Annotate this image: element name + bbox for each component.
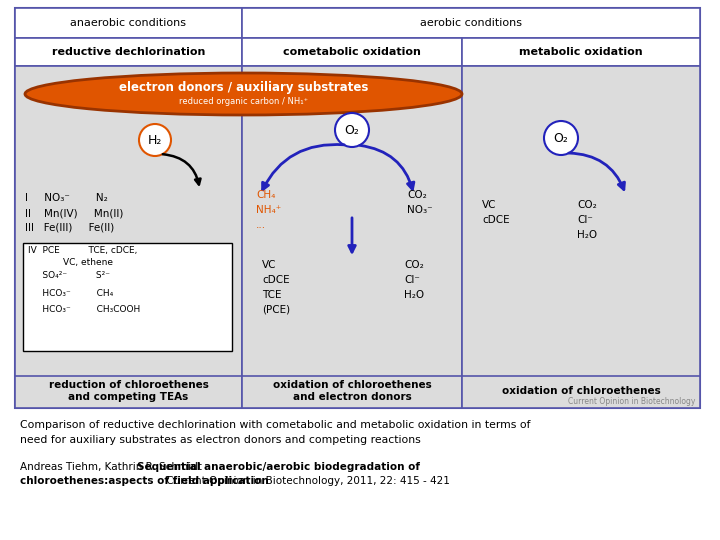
Text: Current Opinion in Biotechnology: Current Opinion in Biotechnology bbox=[567, 397, 695, 407]
Text: aerobic conditions: aerobic conditions bbox=[420, 18, 522, 28]
Text: O₂: O₂ bbox=[554, 132, 568, 145]
Bar bbox=[242, 66, 462, 408]
Text: CH₄: CH₄ bbox=[256, 190, 275, 200]
Bar bbox=[462, 376, 700, 408]
Text: VC: VC bbox=[262, 260, 276, 270]
Bar bbox=[462, 38, 700, 66]
Text: reduction of chloroethenes: reduction of chloroethenes bbox=[48, 380, 208, 390]
Text: Sequential anaerobic/aerobic biodegradation of: Sequential anaerobic/aerobic biodegradat… bbox=[137, 462, 420, 472]
Text: anaerobic conditions: anaerobic conditions bbox=[71, 18, 186, 28]
Text: I     NO₃⁻        N₂: I NO₃⁻ N₂ bbox=[25, 193, 108, 203]
Text: Andreas Tiehm, Kathrin R. Schmidt: Andreas Tiehm, Kathrin R. Schmidt bbox=[20, 462, 205, 472]
Bar bbox=[15, 38, 242, 66]
Text: Current Opinion in Biotechnology, 2011, 22: 415 - 421: Current Opinion in Biotechnology, 2011, … bbox=[163, 476, 450, 486]
Circle shape bbox=[335, 113, 369, 147]
Bar bbox=[242, 38, 462, 66]
Text: CO₂: CO₂ bbox=[404, 260, 424, 270]
Text: H₂O: H₂O bbox=[404, 290, 424, 300]
FancyArrowPatch shape bbox=[360, 145, 414, 190]
Text: TCE: TCE bbox=[262, 290, 282, 300]
Bar bbox=[15, 8, 242, 38]
Ellipse shape bbox=[25, 73, 462, 115]
FancyArrowPatch shape bbox=[348, 218, 356, 252]
Text: oxidation of chloroethenes: oxidation of chloroethenes bbox=[502, 386, 660, 396]
Circle shape bbox=[139, 124, 171, 156]
Text: Cl⁻: Cl⁻ bbox=[404, 275, 420, 285]
Text: NH₄⁺: NH₄⁺ bbox=[256, 205, 282, 215]
FancyArrowPatch shape bbox=[163, 154, 200, 185]
Text: cDCE: cDCE bbox=[262, 275, 289, 285]
Text: VC: VC bbox=[482, 200, 497, 210]
Text: cDCE: cDCE bbox=[482, 215, 510, 225]
Bar bbox=[242, 376, 462, 408]
Text: IV  PCE          TCE, cDCE,: IV PCE TCE, cDCE, bbox=[28, 246, 138, 255]
Bar bbox=[242, 8, 700, 38]
Text: NO₃⁻: NO₃⁻ bbox=[407, 205, 433, 215]
Text: CO₂: CO₂ bbox=[577, 200, 597, 210]
Text: H₂O: H₂O bbox=[577, 230, 597, 240]
Text: II    Mn(IV)     Mn(II): II Mn(IV) Mn(II) bbox=[25, 208, 123, 218]
Text: need for auxiliary substrates as electron donors and competing reactions: need for auxiliary substrates as electro… bbox=[20, 435, 420, 445]
Text: and competing TEAs: and competing TEAs bbox=[68, 392, 189, 402]
Text: VC, ethene: VC, ethene bbox=[63, 258, 113, 267]
Text: reductive dechlorination: reductive dechlorination bbox=[52, 47, 205, 57]
Text: Comparison of reductive dechlorination with cometabolic and metabolic oxidation : Comparison of reductive dechlorination w… bbox=[20, 420, 531, 430]
Text: O₂: O₂ bbox=[345, 124, 359, 137]
Text: SO₄²⁻          S²⁻: SO₄²⁻ S²⁻ bbox=[28, 272, 110, 280]
Bar bbox=[23, 243, 232, 351]
Text: cometabolic oxidation: cometabolic oxidation bbox=[283, 47, 421, 57]
Text: reduced organic carbon / NH₁⁺: reduced organic carbon / NH₁⁺ bbox=[179, 98, 308, 106]
FancyArrowPatch shape bbox=[263, 145, 344, 190]
Bar bbox=[15, 8, 700, 408]
Text: HCO₃⁻         CH₃COOH: HCO₃⁻ CH₃COOH bbox=[28, 306, 140, 314]
Text: metabolic oxidation: metabolic oxidation bbox=[519, 47, 643, 57]
Circle shape bbox=[544, 121, 578, 155]
Bar bbox=[15, 376, 242, 408]
Text: ...: ... bbox=[256, 220, 266, 230]
Text: III   Fe(III)     Fe(II): III Fe(III) Fe(II) bbox=[25, 223, 114, 233]
Text: (PCE): (PCE) bbox=[262, 305, 290, 315]
Text: chloroethenes:aspects of field application: chloroethenes:aspects of field applicati… bbox=[20, 476, 269, 486]
FancyArrowPatch shape bbox=[569, 153, 624, 190]
Bar bbox=[15, 66, 242, 408]
Bar bbox=[462, 66, 700, 408]
Text: H₂: H₂ bbox=[148, 133, 162, 146]
Text: CO₂: CO₂ bbox=[407, 190, 427, 200]
Text: HCO₃⁻         CH₄: HCO₃⁻ CH₄ bbox=[28, 288, 113, 298]
Text: oxidation of chloroethenes: oxidation of chloroethenes bbox=[273, 380, 431, 390]
Text: Cl⁻: Cl⁻ bbox=[577, 215, 593, 225]
Text: electron donors / auxiliary substrates: electron donors / auxiliary substrates bbox=[119, 82, 368, 94]
Text: and electron donors: and electron donors bbox=[292, 392, 411, 402]
